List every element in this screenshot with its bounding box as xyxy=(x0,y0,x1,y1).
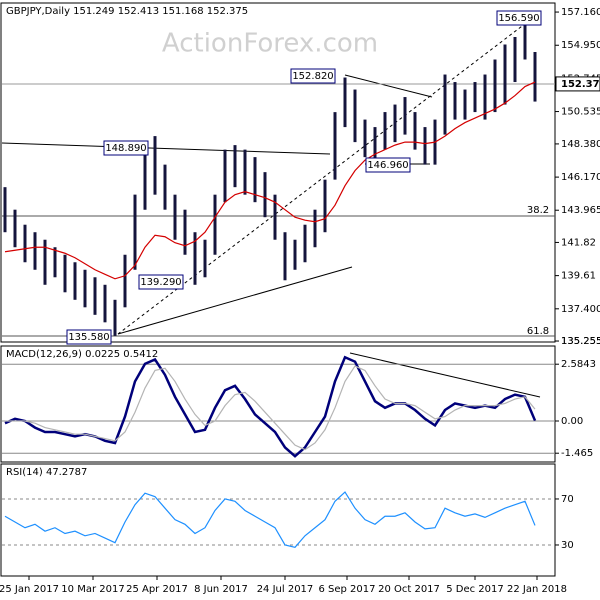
annotation: 156.590 xyxy=(498,13,539,24)
annotation: 135.580 xyxy=(68,332,109,343)
y-tick-label: 0.00 xyxy=(561,416,583,427)
annotation-box xyxy=(290,68,336,84)
y-tick-label: 150.535 xyxy=(561,107,600,118)
x-tick-label: 22 Jan 2018 xyxy=(507,584,567,595)
annotation-box xyxy=(138,274,184,290)
x-tick-label: 25 Jan 2017 xyxy=(0,584,59,595)
macd-title: MACD(12,26,9) 0.0225 0.5412 xyxy=(6,349,158,360)
trendline xyxy=(349,352,541,398)
annotation: 38.2 xyxy=(527,205,549,216)
y-tick-label: 139.61 xyxy=(561,271,596,282)
trendline xyxy=(117,19,531,335)
x-tick-label: 20 Oct 2017 xyxy=(378,584,440,595)
indicator-line xyxy=(5,365,536,451)
price-panel xyxy=(0,2,556,343)
x-tick-label: 5 Dec 2017 xyxy=(446,584,504,595)
annotation: 61.8 xyxy=(527,326,549,337)
x-tick-label: 25 Apr 2017 xyxy=(126,584,188,595)
x-tick-label: 10 Mar 2017 xyxy=(61,584,124,595)
indicator-line xyxy=(4,355,537,458)
moving-average xyxy=(4,81,536,280)
x-tick-label: 24 Jul 2017 xyxy=(257,584,314,595)
y-tick-label: 143.965 xyxy=(561,205,600,216)
last-price: 152.375 xyxy=(561,79,600,90)
x-tick-label: 8 Jun 2017 xyxy=(194,584,248,595)
y-tick-label: -1.465 xyxy=(561,448,593,459)
annotation-box xyxy=(365,157,411,173)
y-tick-label: 148.380 xyxy=(561,139,600,150)
last-price-box xyxy=(555,76,600,92)
annotation-box xyxy=(66,329,112,345)
indicator-line xyxy=(4,491,536,548)
annotation: 139.290 xyxy=(140,277,181,288)
price-title: GBPJPY,Daily 151.249 152.413 151.168 152… xyxy=(6,6,248,17)
trendline xyxy=(344,74,433,98)
y-tick-label: 154.950 xyxy=(561,40,600,51)
annotation: 148.890 xyxy=(105,143,146,154)
rsi-title: RSI(14) 47.2787 xyxy=(6,467,87,478)
y-tick-label: 157.160 xyxy=(561,7,600,18)
y-tick-label: 146.170 xyxy=(561,172,600,183)
y-tick-label: 135.255 xyxy=(561,336,600,347)
y-tick-label: 30 xyxy=(561,540,574,551)
annotation: 152.820 xyxy=(292,71,333,82)
y-tick-label: 70 xyxy=(561,494,574,505)
y-tick-label: 141.82 xyxy=(561,237,596,248)
trendline xyxy=(117,266,353,335)
rsi-panel xyxy=(0,463,556,577)
y-tick-label: 135.255 xyxy=(561,336,600,347)
y-tick-label: 137.400 xyxy=(561,304,600,315)
annotation-box xyxy=(496,10,542,26)
macd-panel xyxy=(0,345,556,463)
x-tick-label: 6 Sep 2017 xyxy=(318,584,375,595)
annotation-box xyxy=(103,140,149,156)
y-tick-label: 2.5843 xyxy=(561,359,596,370)
watermark: ActionForex.com xyxy=(162,29,378,59)
trendline xyxy=(1,142,331,155)
annotation: 146.960 xyxy=(367,160,408,171)
